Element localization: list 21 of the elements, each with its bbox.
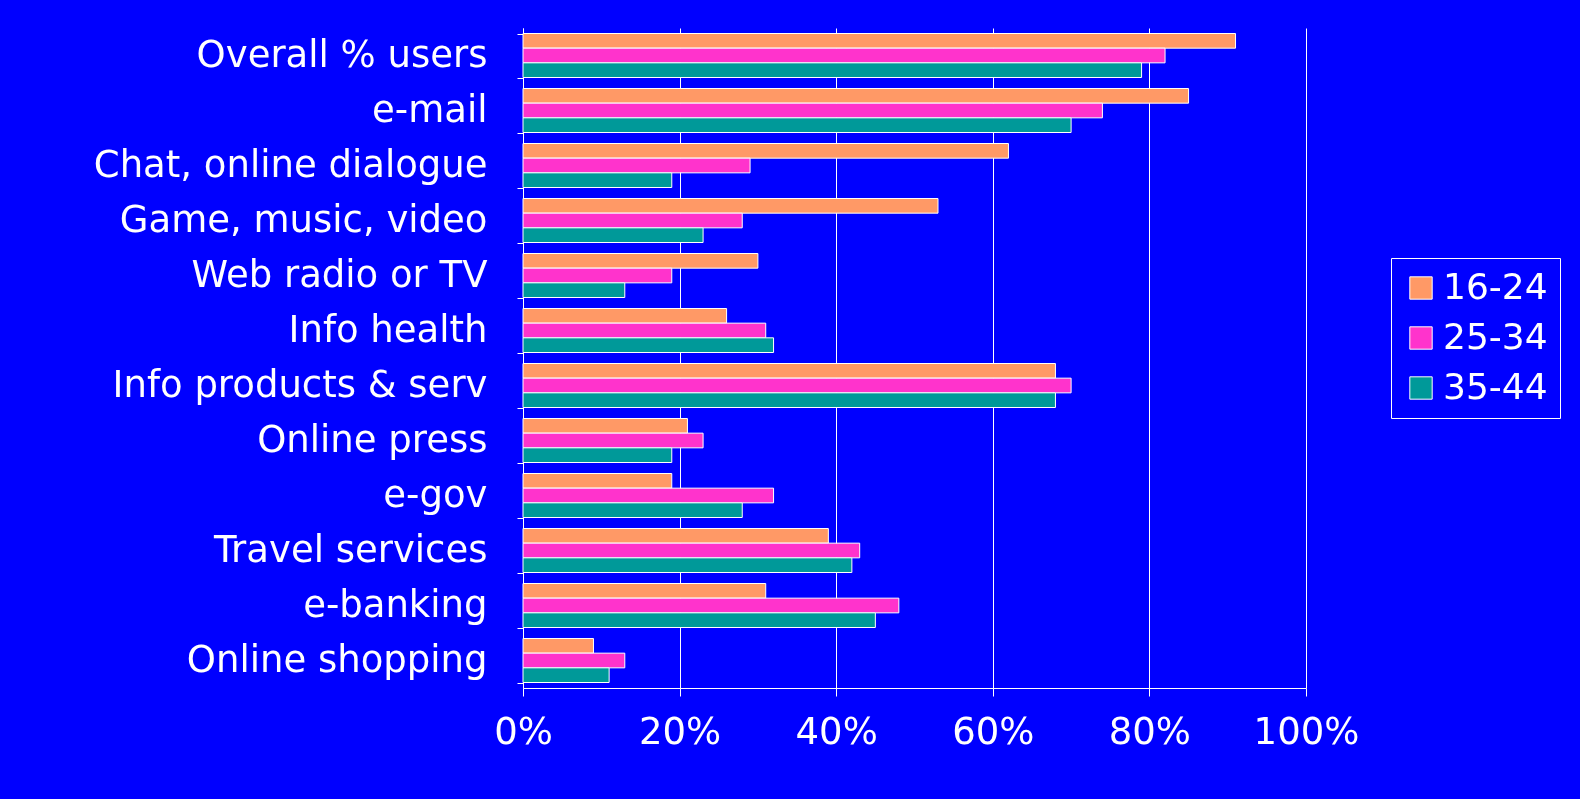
x-tick-label: 100% <box>1253 709 1360 753</box>
y-tick-label: Game, music, video <box>119 198 488 241</box>
y-tick-label: Online press <box>257 418 488 461</box>
legend-label: 35-44 <box>1443 366 1548 407</box>
y-tick-label: Online shopping <box>186 638 488 681</box>
y-tick-label: Travel services <box>212 528 488 571</box>
y-tick-label: Info health <box>288 308 488 351</box>
y-tick-label: e-banking <box>303 583 488 626</box>
legend-label: 16-24 <box>1443 266 1548 307</box>
x-tick-label: 20% <box>638 709 722 753</box>
y-tick-label: Overall % users <box>196 33 488 76</box>
y-tick-label: e-mail <box>372 88 488 131</box>
x-tick-label: 80% <box>1108 709 1192 753</box>
y-tick-label: e-gov <box>383 473 488 516</box>
x-tick-label: 0% <box>494 709 553 753</box>
y-tick-label: Web radio or TV <box>191 253 488 296</box>
legend-label: 25-34 <box>1443 316 1548 357</box>
x-tick-label: 60% <box>952 709 1035 753</box>
y-tick-label: Info products & serv <box>112 363 488 406</box>
y-tick-label: Chat, online dialogue <box>93 143 488 186</box>
x-tick-label: 40% <box>795 709 878 753</box>
